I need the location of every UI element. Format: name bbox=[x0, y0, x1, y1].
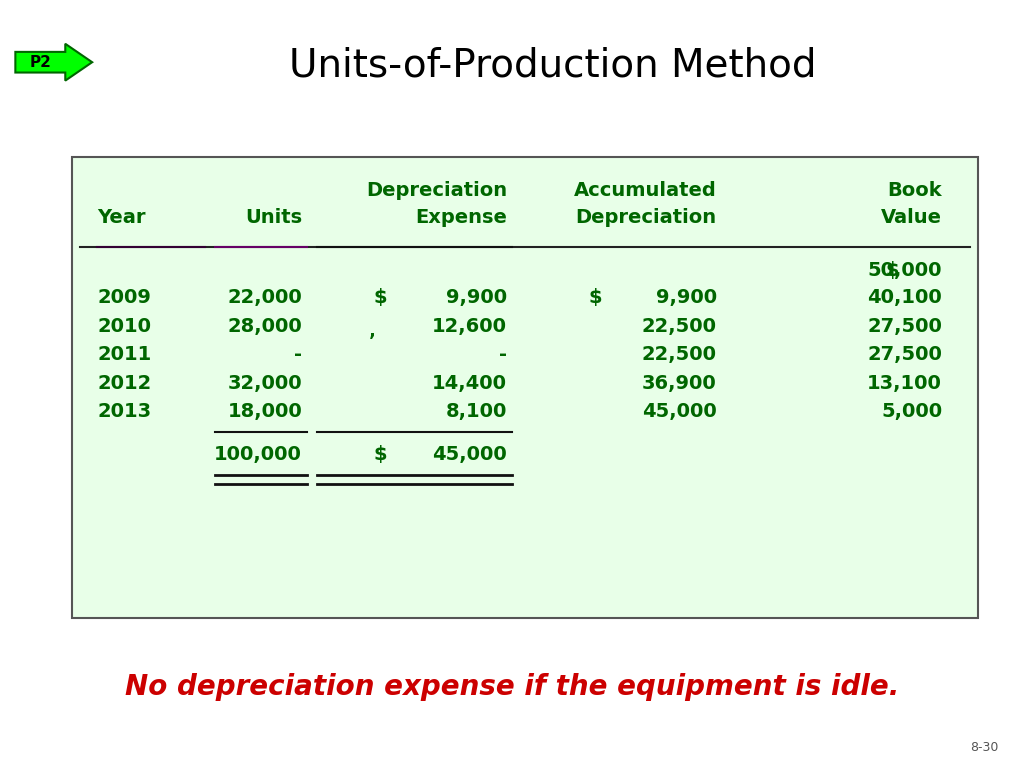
Text: 14,400: 14,400 bbox=[432, 374, 507, 392]
Polygon shape bbox=[15, 44, 92, 81]
Text: 27,500: 27,500 bbox=[867, 346, 942, 364]
Text: Book: Book bbox=[888, 180, 942, 200]
Text: $: $ bbox=[589, 289, 602, 307]
Text: Units-of-Production Method: Units-of-Production Method bbox=[289, 46, 817, 84]
Text: 22,500: 22,500 bbox=[642, 346, 717, 364]
Text: Year: Year bbox=[97, 207, 145, 227]
Text: Units: Units bbox=[245, 207, 302, 227]
Text: 40,100: 40,100 bbox=[867, 289, 942, 307]
Text: No depreciation expense if the equipment is idle.: No depreciation expense if the equipment… bbox=[125, 674, 899, 701]
Text: Depreciation: Depreciation bbox=[366, 180, 507, 200]
Text: 8,100: 8,100 bbox=[445, 402, 507, 421]
Text: 100,000: 100,000 bbox=[214, 445, 302, 464]
Text: $: $ bbox=[374, 445, 387, 464]
Text: $: $ bbox=[886, 261, 899, 280]
Text: Accumulated: Accumulated bbox=[574, 180, 717, 200]
Text: 45,000: 45,000 bbox=[432, 445, 507, 464]
Text: 2010: 2010 bbox=[97, 317, 152, 336]
Text: 50,000: 50,000 bbox=[867, 261, 942, 280]
Text: 8-30: 8-30 bbox=[970, 741, 998, 754]
Text: 2013: 2013 bbox=[97, 402, 152, 421]
Text: 36,900: 36,900 bbox=[642, 374, 717, 392]
Text: -: - bbox=[499, 346, 507, 364]
Text: 32,000: 32,000 bbox=[227, 374, 302, 392]
Text: 5,000: 5,000 bbox=[881, 402, 942, 421]
Text: Expense: Expense bbox=[415, 207, 507, 227]
Text: 2012: 2012 bbox=[97, 374, 152, 392]
Text: P2: P2 bbox=[30, 55, 51, 70]
Text: 18,000: 18,000 bbox=[227, 402, 302, 421]
Text: 45,000: 45,000 bbox=[642, 402, 717, 421]
Text: 28,000: 28,000 bbox=[227, 317, 302, 336]
Text: 2011: 2011 bbox=[97, 346, 152, 364]
Text: Value: Value bbox=[881, 207, 942, 227]
Text: 9,900: 9,900 bbox=[445, 289, 507, 307]
Text: -: - bbox=[294, 346, 302, 364]
Text: 13,100: 13,100 bbox=[867, 374, 942, 392]
Text: ʼ: ʼ bbox=[369, 332, 376, 350]
Text: $: $ bbox=[374, 289, 387, 307]
Bar bbox=[72, 157, 978, 618]
Text: 9,900: 9,900 bbox=[655, 289, 717, 307]
Text: 22,000: 22,000 bbox=[227, 289, 302, 307]
Text: 12,600: 12,600 bbox=[432, 317, 507, 336]
Text: 2009: 2009 bbox=[97, 289, 152, 307]
Text: Depreciation: Depreciation bbox=[575, 207, 717, 227]
Text: 22,500: 22,500 bbox=[642, 317, 717, 336]
Text: 27,500: 27,500 bbox=[867, 317, 942, 336]
